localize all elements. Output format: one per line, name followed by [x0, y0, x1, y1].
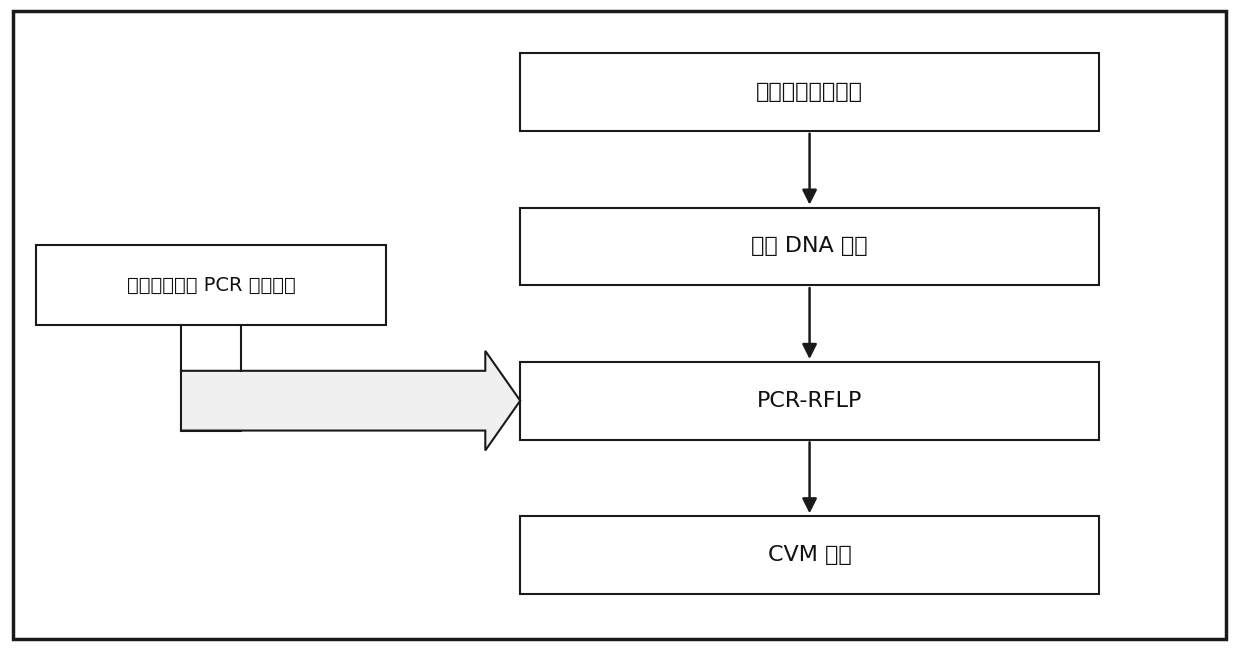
FancyBboxPatch shape — [520, 516, 1099, 594]
FancyBboxPatch shape — [520, 362, 1099, 439]
Text: 血样 DNA 提取: 血样 DNA 提取 — [751, 237, 867, 256]
FancyBboxPatch shape — [520, 53, 1099, 131]
Text: 引入酶切位点 PCR 引物设计: 引入酶切位点 PCR 引物设计 — [126, 276, 295, 294]
Polygon shape — [181, 351, 520, 450]
FancyBboxPatch shape — [520, 207, 1099, 285]
Text: 牛血样采集及处理: 牛血样采集及处理 — [756, 82, 864, 102]
Text: CVM 鉴别: CVM 鉴别 — [768, 545, 851, 565]
Text: PCR-RFLP: PCR-RFLP — [757, 391, 862, 411]
FancyBboxPatch shape — [36, 245, 385, 325]
FancyBboxPatch shape — [14, 11, 1225, 639]
